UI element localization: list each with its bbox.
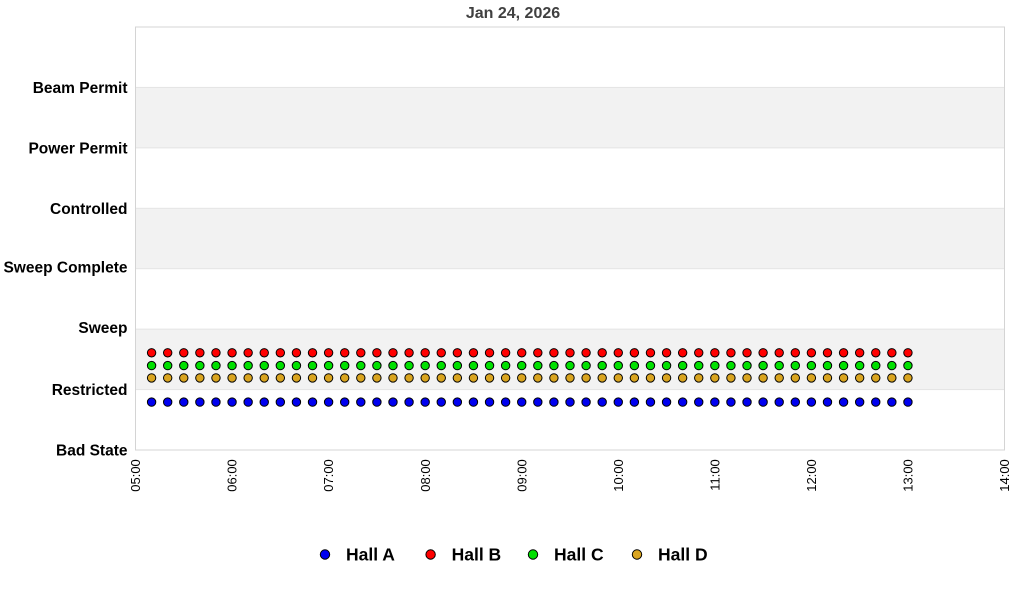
svg-text:11:00: 11:00 (707, 459, 722, 491)
svg-text:Controlled: Controlled (50, 201, 128, 218)
svg-text:09:00: 09:00 (514, 459, 529, 492)
svg-text:07:00: 07:00 (321, 459, 336, 492)
svg-text:Jan 24, 2026: Jan 24, 2026 (466, 5, 560, 22)
svg-text:Hall A: Hall A (346, 545, 395, 565)
svg-text:Sweep: Sweep (78, 320, 127, 337)
svg-text:Restricted: Restricted (52, 382, 128, 399)
svg-text:13:00: 13:00 (901, 459, 916, 492)
svg-text:08:00: 08:00 (418, 459, 433, 492)
svg-text:10:00: 10:00 (611, 459, 626, 492)
svg-text:Sweep Complete: Sweep Complete (3, 260, 127, 277)
svg-text:Power Permit: Power Permit (28, 140, 127, 157)
svg-text:Hall B: Hall B (452, 545, 502, 565)
svg-text:Hall C: Hall C (554, 545, 604, 565)
svg-text:14:00: 14:00 (997, 459, 1012, 492)
svg-text:06:00: 06:00 (225, 459, 240, 492)
svg-text:Bad State: Bad State (56, 443, 128, 460)
svg-text:12:00: 12:00 (804, 459, 819, 492)
svg-text:05:00: 05:00 (128, 459, 143, 492)
svg-text:Hall D: Hall D (658, 545, 708, 565)
svg-text:Beam Permit: Beam Permit (33, 80, 128, 97)
